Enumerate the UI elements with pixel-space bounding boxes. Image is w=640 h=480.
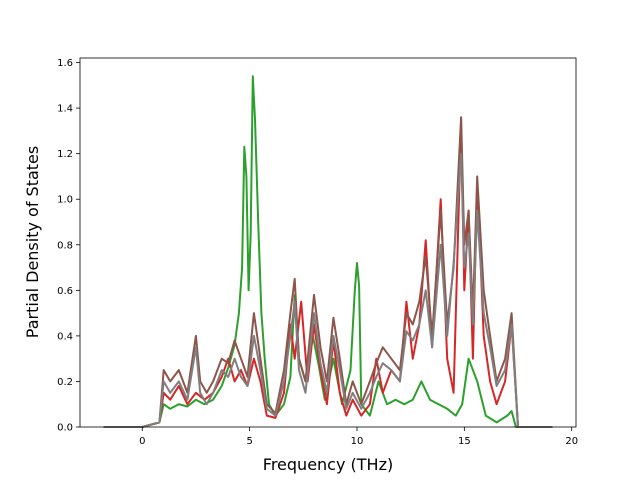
x-tick-label-2: 10 <box>351 436 364 447</box>
x-tick-label-0: 0 <box>139 436 145 447</box>
y-tick-label-6: 1.2 <box>57 149 73 160</box>
x-axis-title: Frequency (THz) <box>263 455 393 474</box>
y-tick-label-0: 0.0 <box>57 423 73 434</box>
y-tick-label-1: 0.2 <box>57 377 73 388</box>
y-tick-label-2: 0.4 <box>57 331 73 342</box>
y-tick-label-7: 1.4 <box>57 104 73 115</box>
y-axis-ticks: 0.0 0.2 0.4 0.6 0.8 1.0 1.2 1.4 1.6 <box>57 58 80 434</box>
y-tick-label-4: 0.8 <box>57 240 73 251</box>
y-axis-title: Partial Density of States <box>23 146 42 338</box>
x-tick-label-3: 15 <box>458 436 471 447</box>
series-line-3 <box>103 152 553 428</box>
series-layer <box>103 75 553 428</box>
x-tick-label-1: 5 <box>246 436 252 447</box>
plot-frame <box>79 57 577 428</box>
y-tick-label-5: 1.0 <box>57 195 73 206</box>
x-axis-ticks: 0 5 10 15 20 <box>139 427 578 447</box>
y-tick-label-3: 0.6 <box>57 286 73 297</box>
series-line-2 <box>103 116 553 428</box>
y-tick-label-8: 1.6 <box>57 58 73 69</box>
x-tick-label-4: 20 <box>565 436 578 447</box>
